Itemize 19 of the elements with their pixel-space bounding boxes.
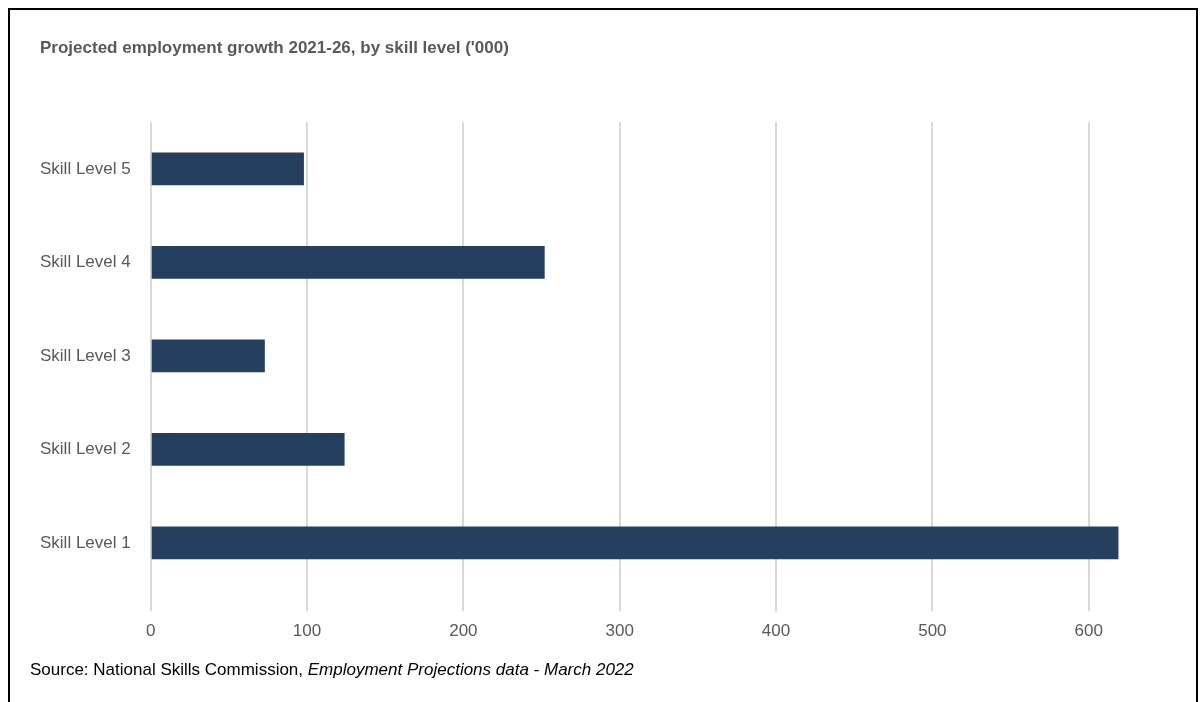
chart-title: Projected employment growth 2021-26, by skill level ('000) <box>40 38 509 58</box>
x-tick-label: 400 <box>761 621 791 641</box>
bar <box>151 339 265 373</box>
x-tick-label: 200 <box>449 621 478 641</box>
x-tick-label: 100 <box>292 621 322 641</box>
x-tick-label: 0 <box>145 621 156 641</box>
y-tick-label: Skill Level 3 <box>39 345 131 365</box>
bar <box>151 246 545 279</box>
bar <box>151 433 345 466</box>
bar <box>151 526 1119 560</box>
y-tick-label: Skill Level 1 <box>39 532 131 552</box>
source-note: Source: National Skills Commission, Employment Projections data - March 2022 <box>30 660 634 680</box>
y-tick-label: Skill Level 4 <box>39 252 131 272</box>
bar <box>151 152 304 186</box>
x-tick-label: 300 <box>605 621 634 641</box>
y-tick-label: Skill Level 5 <box>39 158 131 178</box>
y-tick-label: Skill Level 2 <box>39 439 131 459</box>
x-tick-label: 500 <box>918 621 947 641</box>
x-tick-label: 600 <box>1074 621 1103 641</box>
